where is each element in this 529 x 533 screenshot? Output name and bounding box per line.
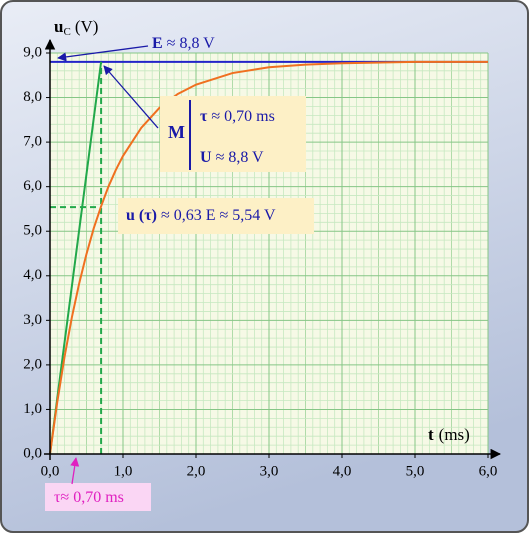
annotation-part: τ≈ 0,70 ms [54,489,124,506]
annotation-box [45,483,151,511]
y-label-symbol: u [54,17,63,36]
arrow [103,65,159,129]
annotation-part: u (τ) [126,207,157,224]
y-label: uC (V) [54,17,98,38]
x-label-symbol: t [428,425,434,444]
annotation-part: ≈ 0,70 ms [207,108,274,125]
x-tick-label: 6,0 [479,463,498,479]
x-tick-label: 3,0 [260,463,279,479]
annotation-tau: τ≈ 0,70 ms [54,489,124,506]
y-tick-label: 0,0 [23,445,42,461]
annotation-line: U ≈ 8,8 V [200,149,264,166]
x-tick-label: 4,0 [333,463,352,479]
y-tick-label: 8,0 [23,89,42,105]
annotation-u-tau: u (τ) ≈ 0,63 E ≈ 5,54 V [126,207,276,224]
annotation-label: M [168,122,185,142]
y-label-sub: C [63,26,70,38]
y-tick-label: 2,0 [23,356,42,372]
annotation-part: U [200,149,212,166]
arrow [70,457,80,485]
x-tick-label: 0,0 [41,463,60,479]
x-tick-label: 5,0 [406,463,425,479]
annotation-e: E ≈ 8,8 V [152,35,215,52]
annotation-box [118,198,314,234]
y-tick-label: 7,0 [23,134,42,150]
arrow [57,45,149,62]
x-tick-label: 2,0 [187,463,206,479]
annotation-part: ≈ 8,8 V [163,35,215,52]
x-unit: (ms) [439,425,470,444]
x-tick-label: 1,0 [114,463,133,479]
annotation-part: ≈ 0,63 E ≈ 5,54 V [157,207,276,224]
y-tick-label: 4,0 [23,267,42,283]
marks [49,60,488,455]
annotation-part: τ [200,108,208,125]
y-tick-label: 1,0 [23,401,42,417]
annotation-line: τ ≈ 0,70 ms [200,108,275,125]
y-tick-label: 5,0 [23,223,42,239]
y-unit: (V) [75,17,99,36]
y-tick-label: 9,0 [23,44,42,60]
annotation-box [160,96,306,172]
series-line [49,60,488,455]
y-tick-label: 3,0 [23,312,42,328]
x-label: t (ms) [428,425,470,444]
annotation-part: E [152,35,163,52]
y-tick-label: 6,0 [23,178,42,194]
annotation-part: ≈ 8,8 V [212,149,264,166]
